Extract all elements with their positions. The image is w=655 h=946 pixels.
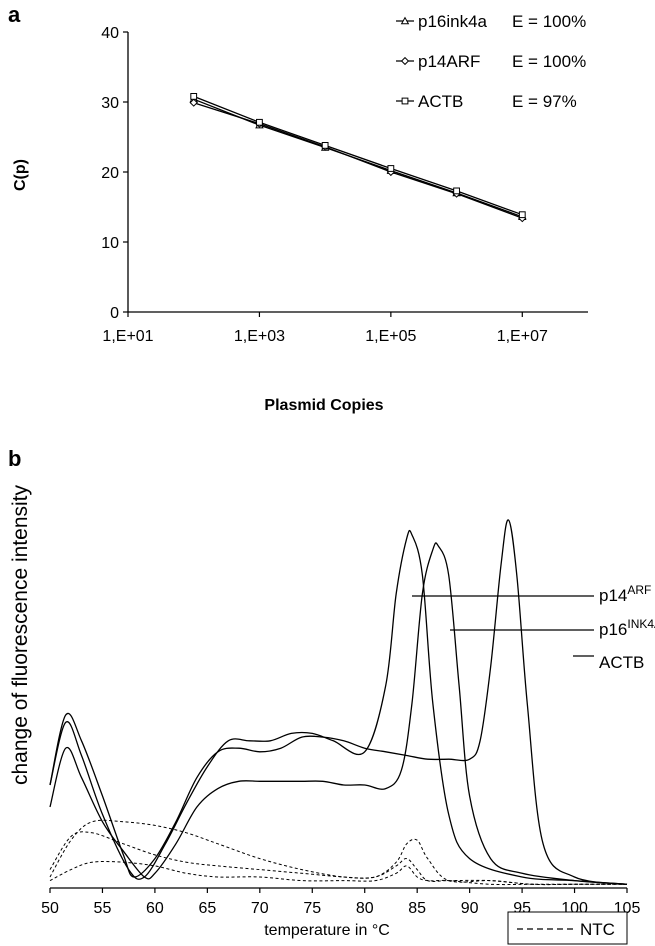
panel-a-x-tick-label: 1,E+05 xyxy=(365,328,416,345)
data-point-actb xyxy=(321,142,329,149)
legend-efficiency-p16ink4a: E = 100% xyxy=(512,12,586,31)
melt-curve-actb xyxy=(49,519,628,885)
legend-label-actb: ACTB xyxy=(418,92,463,111)
actb-label: ACTB xyxy=(599,653,644,672)
panel-a-y-tick-label: 40 xyxy=(101,25,119,42)
legend-label-p14arf: p14ARF xyxy=(418,52,480,71)
panel-a-y-tick-label: 0 xyxy=(110,305,119,322)
panel-b-x-tick-label: 75 xyxy=(303,900,321,917)
melt-curve-ntc-5 xyxy=(49,861,627,886)
panel-a-x-axis-title: Plasmid Copies xyxy=(264,397,383,414)
panel-a-y-tick-label: 10 xyxy=(101,235,119,252)
panel-a-axes: 0 10 20 30 40 1,E+01 1,E+03 1,E+05 1,E+07 xyxy=(101,25,588,345)
panel-b-curves xyxy=(49,519,628,886)
panel-b-x-tick-label: 60 xyxy=(146,900,164,917)
panel-b-callouts xyxy=(412,595,594,657)
ntc-legend-box xyxy=(507,911,628,945)
data-point-actb xyxy=(518,211,526,219)
panel-b-x-axis-title: temperature in °C xyxy=(264,922,390,939)
panel-a-series xyxy=(189,93,527,223)
panel-a-legend: p16ink4a E = 100% p14ARF E = 100% ACTB E… xyxy=(396,12,586,111)
series-line-actb xyxy=(193,95,523,216)
data-point-p14arf xyxy=(189,98,198,107)
data-point-actb xyxy=(453,187,460,195)
legend-marker-p16ink4a xyxy=(400,16,410,25)
panel-b-x-tick-label: 70 xyxy=(251,900,269,917)
panel-b-x-tick-label: 65 xyxy=(198,900,216,917)
panel-a-y-tick-label: 30 xyxy=(101,95,119,112)
legend-efficiency-actb: E = 97% xyxy=(512,92,577,111)
panel-b-axes: 50 55 60 65 70 75 80 85 90 95 100 105 xyxy=(41,887,640,917)
melt-curve-ntc-4 xyxy=(49,831,627,886)
data-point-actb xyxy=(256,118,263,126)
data-point-actb xyxy=(190,93,198,100)
ntc-legend-label: NTC xyxy=(580,920,615,939)
series-line-p14arf xyxy=(193,102,523,219)
panel-b-x-tick-label: 85 xyxy=(408,900,426,917)
panel-b-x-tick-label: 55 xyxy=(94,900,112,917)
panel-a-x-tick-label: 1,E+07 xyxy=(497,328,548,345)
panel-b-x-tick-label: 50 xyxy=(41,900,59,917)
panel-a-x-tick-label: 1,E+01 xyxy=(102,328,153,345)
legend-label-p16ink4a: p16ink4a xyxy=(418,12,488,31)
ntc-legend: NTC xyxy=(507,911,628,945)
panel-a-y-tick-label: 20 xyxy=(101,165,119,182)
p14-label: p14ARF xyxy=(599,583,651,605)
legend-marker-actb xyxy=(401,97,409,105)
panel-a-x-tick-label: 1,E+03 xyxy=(234,328,285,345)
panel-b-x-tick-label: 90 xyxy=(461,900,479,917)
legend-efficiency-p14arf: E = 100% xyxy=(512,52,586,71)
panel-a-y-axis-title: C(p) xyxy=(12,159,29,191)
panel-b-x-tick-label: 80 xyxy=(356,900,374,917)
data-point-actb xyxy=(387,165,395,172)
panel-a-label: a xyxy=(8,2,21,27)
melt-curve-p16ink4a xyxy=(49,542,628,885)
panel-b-label: b xyxy=(8,446,21,471)
legend-marker-p14arf xyxy=(400,56,410,66)
panel-b-y-axis-title: change of fluorescence intensity xyxy=(9,484,32,785)
melt-curve-p14arf xyxy=(49,529,628,885)
